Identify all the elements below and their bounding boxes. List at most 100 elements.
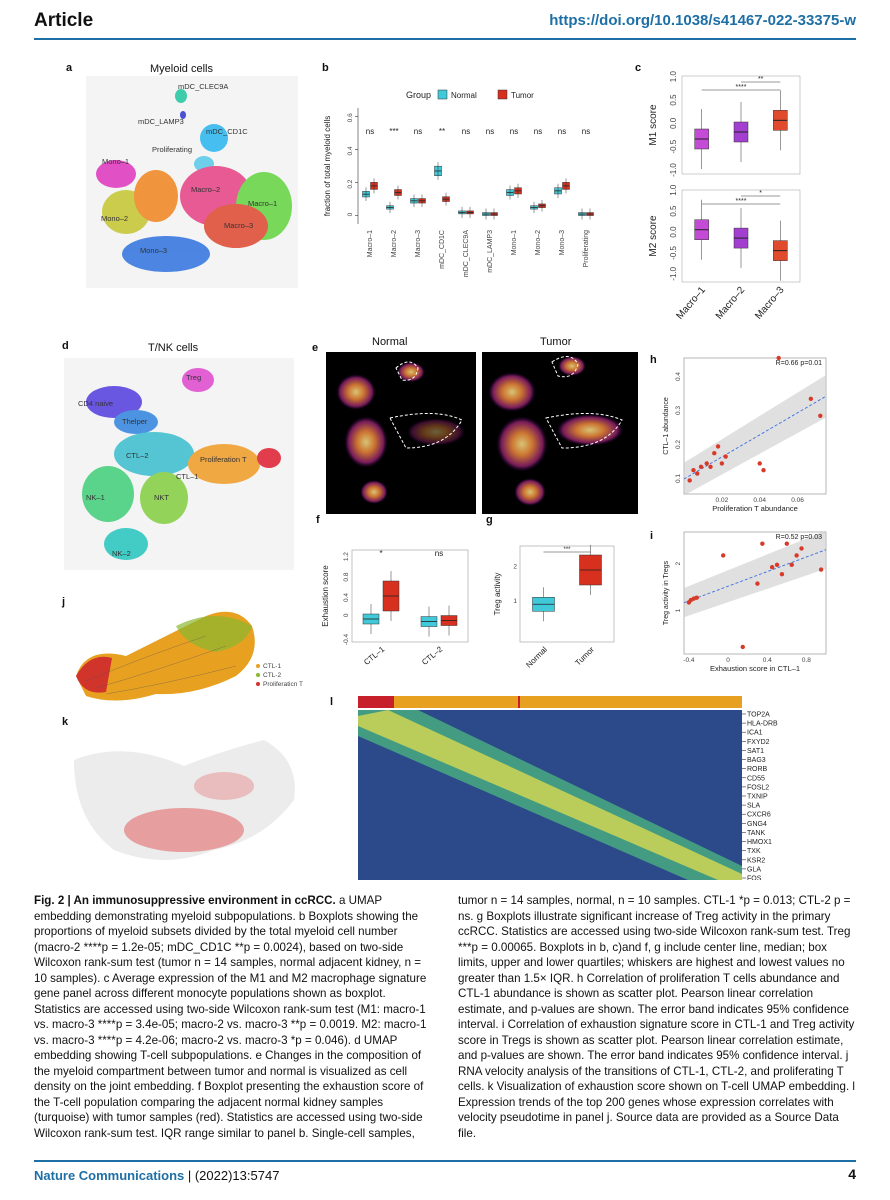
- cluster-label: Macro–3: [224, 221, 253, 230]
- density-spot: [556, 414, 624, 446]
- gene-label: CXCR6: [747, 812, 771, 819]
- x-tick-label: Macro–1: [675, 285, 709, 322]
- y-tick-label: 2: [675, 561, 682, 565]
- data-point: [687, 478, 692, 483]
- trend-line: [683, 549, 827, 604]
- significance-label: ***: [563, 547, 571, 553]
- cluster-blob: [122, 236, 210, 272]
- gene-label: FXYD2: [747, 739, 770, 746]
- y-tick-label: -0.4: [343, 634, 350, 646]
- cluster-label: Mono–1: [102, 157, 129, 166]
- panel-k-label: k: [62, 716, 69, 728]
- y-tick-label: 0.2: [347, 179, 354, 188]
- significance-label: ns: [435, 549, 443, 558]
- y-tick-label: 0: [343, 613, 350, 617]
- panel-e-normal-title: Normal: [372, 336, 408, 348]
- data-point: [715, 444, 721, 449]
- plot-frame: [351, 549, 469, 643]
- legend-label: Normal: [451, 91, 477, 100]
- panel-l-heatmap: TOP2A HLA-DRB1 ICA1 FXYD2 SAT1 BAG3 RORB CD55 FO…: [358, 696, 778, 880]
- data-point: [757, 461, 762, 466]
- density-spot: [496, 416, 548, 472]
- panel-i-scatter: R=0.52 p=0.03 -0.4 0 0.4 0.8 1 2 Exhaustion sco…: [663, 530, 827, 673]
- correlation-annotation: R=0.66 p=0.01: [776, 360, 822, 367]
- data-point: [776, 355, 781, 361]
- data-point: [704, 461, 709, 466]
- data-point: [755, 581, 760, 586]
- y-tick-label: -0.5: [669, 245, 678, 259]
- y-tick-label: 0: [347, 212, 354, 216]
- gene-label: BAG3: [747, 757, 766, 764]
- density-spot: [558, 356, 586, 376]
- gene-label: TXK: [747, 848, 761, 855]
- y-axis-label: M1 score: [648, 104, 659, 146]
- plot-frame: [519, 545, 615, 643]
- panel-f-boxplot: Exhaustion score -0.4 0 0.4 0.8 1.2 * CTL–1 ns CT…: [321, 549, 469, 667]
- cluster-blob: [200, 124, 228, 152]
- panel-e-label: e: [312, 342, 319, 354]
- cluster-blob: [257, 448, 281, 468]
- legend-label: Tumor: [511, 91, 534, 100]
- y-tick-label: 0.8: [343, 572, 350, 581]
- section-label: Article: [34, 10, 94, 31]
- y-tick-label: 1.2: [343, 552, 350, 561]
- x-tick-label: Normal: [524, 645, 549, 670]
- outline: [551, 356, 579, 378]
- significance-label: **: [439, 127, 445, 136]
- panel-c-boxplot: M1 score-1.0-0.50.00.51.0******M2 score-…: [648, 71, 801, 322]
- caption-body: a UMAP embedding demonstrating myeloid s…: [34, 894, 855, 1140]
- panel-b-boxplot: Group Normal Tumor 0 0.2 0.4 0.6 fraction of to…: [323, 89, 594, 277]
- exhaustion-hotspot: [124, 808, 244, 852]
- panel-a-label: a: [66, 62, 73, 74]
- gene-label: HLA-DRB1: [747, 721, 778, 728]
- doi-link[interactable]: https://doi.org/10.1038/s41467-022-33375…: [549, 12, 856, 29]
- density-spot: [514, 478, 546, 506]
- density-spot: [397, 362, 425, 382]
- x-tick-label: mDC_CD1C: [439, 230, 446, 269]
- cluster-blob: [188, 444, 260, 484]
- data-point: [789, 562, 794, 568]
- data-point: [769, 564, 775, 570]
- y-tick-label: 0.4: [347, 146, 354, 155]
- y-axis-label: Exhaustion score: [321, 565, 330, 627]
- gene-label: TANK: [747, 830, 765, 837]
- cluster-label: NK–2: [112, 549, 131, 558]
- panel-j-label: j: [62, 596, 66, 608]
- cluster-label: Macro–1: [248, 199, 277, 208]
- confidence-band: [684, 530, 826, 618]
- significance-label: ns: [534, 127, 542, 136]
- trend-line: [683, 395, 827, 480]
- x-axis-label: Exhaustion score in CTL–1: [710, 664, 800, 673]
- cluster-blob: [175, 89, 187, 103]
- legend-dot: [256, 664, 260, 668]
- cluster-blob: [134, 170, 178, 222]
- density-spot: [336, 374, 376, 410]
- legend-title: Group: [406, 90, 431, 100]
- panel-d-title: T/NK cells: [148, 342, 199, 354]
- significance-label: ****: [736, 84, 747, 91]
- cluster-blob: [180, 111, 186, 119]
- data-point: [708, 464, 713, 469]
- gene-label: CD55: [747, 775, 765, 782]
- x-tick-label: 0.06: [791, 497, 804, 504]
- data-point: [720, 553, 726, 558]
- y-axis-label: fraction of total myeloid cells: [323, 116, 332, 217]
- cluster-label: CTL–1: [176, 472, 199, 481]
- y-tick-label: -0.5: [669, 139, 678, 153]
- x-tick-label: Macro–1: [367, 230, 374, 257]
- cluster-blob: [182, 368, 214, 392]
- legend-dot: [256, 682, 260, 686]
- cluster-blob: [104, 528, 148, 560]
- significance-label: ns: [510, 127, 518, 136]
- data-point: [799, 546, 804, 551]
- gene-label: TOP2A: [747, 712, 770, 719]
- y-tick-label: 1: [675, 608, 682, 612]
- streamline: [95, 645, 227, 689]
- y-tick-label: 1.0: [669, 184, 678, 196]
- x-tick-label: 0.4: [763, 657, 772, 664]
- data-point: [712, 451, 717, 456]
- panel-d-umap: Treg CD4 naive Thelper CTL–2 Proliferati…: [64, 358, 294, 570]
- panel-c-label: c: [635, 62, 642, 74]
- data-point: [818, 567, 824, 572]
- data-point: [779, 572, 785, 577]
